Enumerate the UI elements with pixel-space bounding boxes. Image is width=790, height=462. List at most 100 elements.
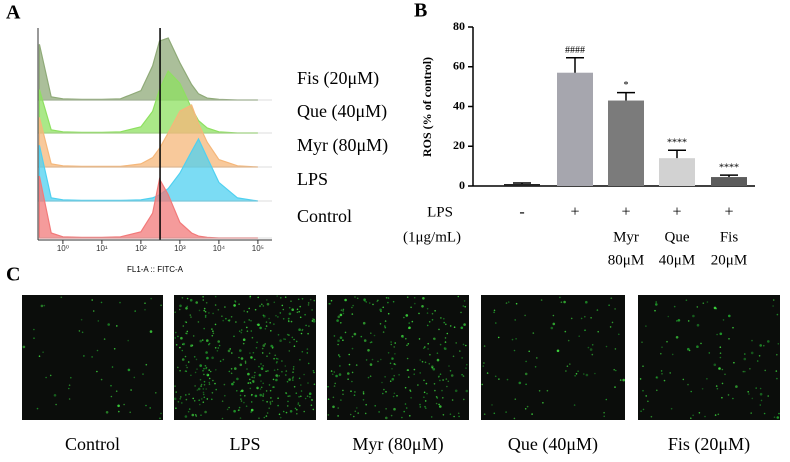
micrograph: [481, 295, 625, 420]
fluorescent-cell: [337, 315, 341, 319]
fluorescent-cell: [349, 413, 352, 416]
fluorescent-cell: [428, 321, 431, 323]
x-axis-label: FL1-A :: FITC-A: [127, 265, 184, 274]
fluorescent-cell: [203, 373, 205, 376]
fluorescent-cell: [408, 326, 411, 330]
fluorescent-cell: [308, 325, 310, 327]
fluorescent-cell: [181, 297, 184, 299]
fluorescent-cell: [296, 412, 298, 415]
fluorescent-cell: [110, 384, 112, 387]
fluorescent-cell: [382, 306, 385, 309]
fluorescent-cell: [532, 332, 535, 334]
fluorescent-cell: [214, 295, 217, 298]
fluorescent-cell: [194, 414, 197, 416]
fluorescent-cell: [68, 387, 70, 390]
fluorescent-cell: [270, 330, 272, 332]
fluorescent-cell: [212, 330, 214, 333]
fluorescent-cell: [414, 302, 416, 305]
fluorescent-cell: [33, 328, 35, 331]
fluorescent-cell: [281, 360, 283, 362]
fluorescent-cell: [260, 363, 262, 365]
fluorescent-cell: [605, 398, 608, 401]
fluorescent-cell: [233, 381, 235, 384]
fluorescent-cell: [385, 391, 387, 393]
fluorescent-cell: [205, 388, 207, 390]
fluorescent-cell: [425, 407, 427, 410]
fluorescent-cell: [660, 370, 663, 372]
fluorescent-cell: [370, 341, 373, 343]
fluorescent-cell: [614, 308, 616, 310]
fluorescent-cell: [68, 398, 71, 400]
micrograph-panel: Control LPS Myr (80μM) Que (40μM) Fis (20μM): [22, 295, 780, 455]
fluorescent-cell: [235, 321, 237, 323]
fluorescent-cell: [663, 379, 666, 382]
fluorescent-cell: [692, 414, 694, 417]
fluorescent-cell: [660, 352, 662, 355]
fluorescent-cell: [439, 405, 442, 408]
fluorescent-cell: [401, 416, 403, 419]
panel-label: C: [6, 264, 20, 286]
fluorescent-cell: [460, 326, 464, 330]
fluorescent-cell: [390, 343, 393, 346]
fluorescent-cell: [188, 408, 191, 410]
fluorescent-cell: [645, 325, 647, 327]
histogram-area: [38, 104, 258, 168]
fluorescent-cell: [383, 388, 385, 391]
fluorescent-cell: [282, 318, 285, 320]
fluorescent-cell: [129, 411, 131, 414]
fluorescent-cell: [251, 357, 253, 359]
fluorescent-cell: [268, 352, 271, 355]
fluorescent-cell: [603, 415, 605, 418]
fluorescent-cell: [515, 338, 517, 340]
fluorescent-cell: [217, 309, 220, 311]
fluorescent-cell: [360, 335, 363, 338]
fluorescent-cell: [556, 349, 560, 353]
fluorescent-cell: [175, 407, 177, 410]
significance-label: ****: [667, 138, 687, 149]
fluorescent-cell: [258, 417, 260, 420]
fluorescent-cell: [249, 295, 252, 298]
fluorescent-cell: [270, 344, 274, 348]
fluorescent-cell: [465, 367, 467, 369]
fluorescent-cell: [199, 378, 202, 381]
fluorescent-cell: [205, 351, 208, 354]
y-tick-label: 20: [453, 138, 465, 152]
fluorescent-cell: [342, 393, 344, 396]
fluorescent-cell: [279, 339, 282, 343]
fluorescent-cell: [776, 416, 780, 419]
fluorescent-cell: [287, 395, 290, 398]
fluorescent-cell: [261, 303, 263, 306]
fluorescent-cell: [269, 389, 272, 392]
fluorescent-cell: [309, 396, 311, 398]
fluorescent-cell: [463, 398, 465, 401]
fluorescent-cell: [443, 321, 446, 324]
fluorescent-cell: [350, 390, 352, 393]
fluorescent-cell: [253, 376, 255, 379]
fluorescent-cell: [68, 384, 71, 387]
fluorescent-cell: [282, 308, 285, 311]
fluorescent-cell: [184, 415, 188, 418]
fluorescent-cell: [564, 330, 567, 333]
fluorescent-cell: [179, 398, 181, 400]
fluorescent-cell: [443, 347, 446, 349]
fluorescent-cell: [379, 308, 382, 312]
fluorescent-cell: [719, 332, 723, 336]
fluorescent-cell: [185, 398, 188, 401]
fluorescent-cell: [655, 301, 657, 303]
fluorescent-cell: [312, 320, 316, 323]
fluorescent-cell: [437, 376, 440, 378]
fluorescent-cell: [127, 368, 131, 372]
fluorescent-cell: [238, 406, 241, 409]
fluorescent-cell: [175, 344, 178, 346]
fluorescent-cell: [258, 365, 260, 368]
fluorescent-cell: [214, 347, 217, 349]
fluorescent-cell: [277, 358, 279, 360]
fluorescent-cell: [353, 394, 356, 397]
fluorescent-cell: [291, 336, 294, 339]
fluorescent-cell: [369, 375, 372, 378]
fluorescent-cell: [185, 394, 187, 396]
fluorescent-cell: [708, 352, 711, 354]
fluorescent-cell: [144, 302, 146, 305]
fluorescent-cell: [70, 376, 72, 379]
fluorescent-cell: [226, 408, 229, 411]
